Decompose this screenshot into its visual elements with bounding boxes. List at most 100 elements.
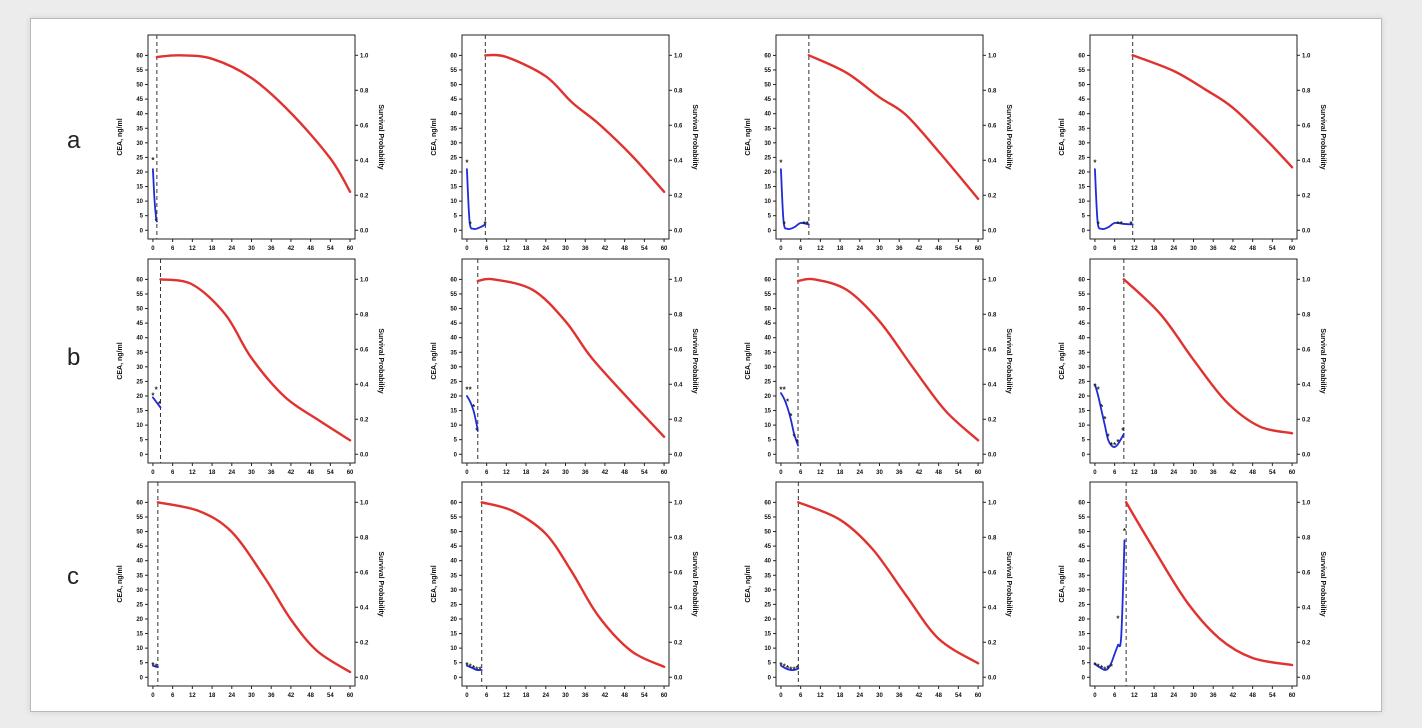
survival-curve	[476, 277, 666, 438]
y-left-tick-label: 10	[1078, 199, 1085, 205]
y-right-tick-label: 0.8	[360, 88, 369, 94]
y-right-tick-label: 0.2	[360, 640, 369, 646]
x-tick-label: 0	[151, 693, 155, 699]
y-left-axis-label: CEA, ng/ml	[117, 342, 124, 379]
cea-observation-marker: *	[1093, 661, 1097, 670]
y-left-tick-label: 60	[1078, 53, 1085, 59]
y-right-tick-label: 0.0	[988, 228, 997, 234]
y-left-tick-label: 60	[136, 500, 143, 506]
y-left-tick-label: 40	[450, 112, 457, 118]
y-right-axis-label: Survival Probability	[1319, 551, 1326, 616]
y-left-tick-label: 20	[764, 170, 771, 176]
y-right-axis-label: Survival Probability	[377, 328, 384, 393]
y-left-tick-label: 30	[136, 588, 143, 594]
x-tick-label: 6	[171, 693, 175, 699]
cea-fitted-curve	[780, 392, 799, 447]
x-tick-label: 12	[503, 246, 510, 252]
survival-curve	[159, 278, 352, 442]
x-tick-label: 60	[975, 693, 982, 699]
x-tick-label: 30	[248, 693, 255, 699]
y-right-tick-label: 0.8	[1302, 535, 1311, 541]
y-right-tick-label: 0.6	[360, 570, 369, 576]
y-left-tick-label: 50	[1078, 530, 1085, 536]
y-left-tick-label: 0	[140, 675, 144, 681]
x-tick-label: 30	[248, 246, 255, 252]
y-left-tick-label: 45	[1078, 97, 1085, 103]
y-left-tick-label: 45	[450, 321, 457, 327]
x-tick-label: 42	[288, 470, 295, 476]
y-right-tick-label: 0.2	[360, 417, 369, 423]
y-left-tick-label: 20	[450, 617, 457, 623]
x-tick-label: 24	[542, 693, 549, 699]
plot-frame	[461, 34, 670, 240]
x-tick-label: 48	[935, 693, 942, 699]
y-left-tick-label: 10	[450, 423, 457, 429]
y-left-tick-label: 10	[450, 646, 457, 652]
x-tick-label: 30	[562, 246, 569, 252]
y-left-tick-label: 30	[136, 141, 143, 147]
plot-grid: 0 6 12 18 24 30 36 42 48 54 6005101520253035404550…	[117, 34, 1326, 699]
cea-observation-marker: *	[789, 665, 793, 674]
y-left-tick-label: 35	[450, 573, 457, 579]
y-left-axis-label: CEA, ng/ml	[431, 342, 438, 379]
chart-a-3: 0 6 12 18 24 30 36 42 48 54 60 0 5 10 15 20 25 30 35 40 45 50…	[745, 34, 1012, 252]
x-tick-label: 54	[1269, 246, 1276, 252]
cea-observation-marker: *	[465, 159, 469, 168]
y-left-tick-label: 35	[136, 350, 143, 356]
y-left-tick-label: 30	[450, 365, 457, 371]
cea-fitted-curve	[466, 168, 487, 230]
y-left-tick-label: 5	[454, 438, 458, 444]
y-left-tick-label: 25	[450, 602, 457, 608]
y-left-tick-label: 20	[1078, 170, 1085, 176]
cea-observation-marker: *	[1123, 527, 1127, 536]
x-tick-label: 12	[817, 693, 824, 699]
y-left-tick-label: 15	[450, 632, 457, 638]
x-tick-label: 48	[307, 470, 314, 476]
y-left-tick-label: 30	[450, 588, 457, 594]
y-left-tick-label: 5	[140, 438, 144, 444]
y-left-tick-label: 45	[136, 321, 143, 327]
y-right-tick-label: 0.2	[1302, 417, 1311, 423]
y-right-tick-label: 0.6	[674, 570, 683, 576]
y-right-tick-label: 0.2	[1302, 640, 1311, 646]
cea-observation-marker: *	[151, 156, 155, 165]
y-left-tick-label: 55	[136, 68, 143, 74]
survival-curve	[1122, 278, 1294, 435]
x-tick-label: 54	[1269, 693, 1276, 699]
x-tick-label: 36	[896, 693, 903, 699]
cea-observation-marker: *	[151, 391, 155, 400]
x-tick-label: 24	[1170, 470, 1177, 476]
y-right-tick-label: 0.8	[360, 535, 369, 541]
chart-c-1: 0 6 12 18 24 30 36 42 48 54 60 0 5 10 15 20 25 30 35 40 45 50…	[117, 481, 384, 699]
x-tick-label: 0	[779, 693, 783, 699]
x-tick-label: 30	[562, 693, 569, 699]
x-tick-label: 6	[1113, 246, 1117, 252]
y-left-tick-label: 50	[764, 83, 771, 89]
x-tick-label: 0	[465, 470, 469, 476]
x-tick-label: 6	[1113, 470, 1117, 476]
y-left-tick-label: 35	[136, 573, 143, 579]
y-left-tick-label: 50	[136, 307, 143, 313]
plot-frame	[147, 34, 356, 240]
y-left-tick-label: 30	[764, 588, 771, 594]
x-tick-label: 18	[837, 246, 844, 252]
y-right-tick-label: 0.0	[1302, 452, 1311, 458]
y-left-tick-label: 40	[136, 559, 143, 565]
row-label-a: a	[67, 127, 81, 154]
x-tick-label: 30	[1190, 693, 1197, 699]
y-right-tick-label: 0.0	[674, 675, 683, 681]
y-left-tick-label: 50	[136, 530, 143, 536]
y-left-axis-label: CEA, ng/ml	[1059, 342, 1066, 379]
y-left-tick-label: 35	[1078, 573, 1085, 579]
y-right-tick-label: 0.2	[674, 417, 683, 423]
y-right-tick-label: 1.0	[988, 500, 997, 506]
x-tick-label: 36	[896, 470, 903, 476]
x-tick-label: 42	[602, 470, 609, 476]
cea-observation-marker: *	[802, 220, 806, 229]
cea-observation-marker: *	[465, 386, 469, 395]
y-right-axis-label: Survival Probability	[377, 104, 384, 169]
y-right-tick-label: 0.6	[988, 123, 997, 129]
row-label-c: c	[67, 563, 79, 590]
y-left-tick-label: 40	[450, 559, 457, 565]
y-left-tick-label: 5	[1082, 661, 1086, 667]
